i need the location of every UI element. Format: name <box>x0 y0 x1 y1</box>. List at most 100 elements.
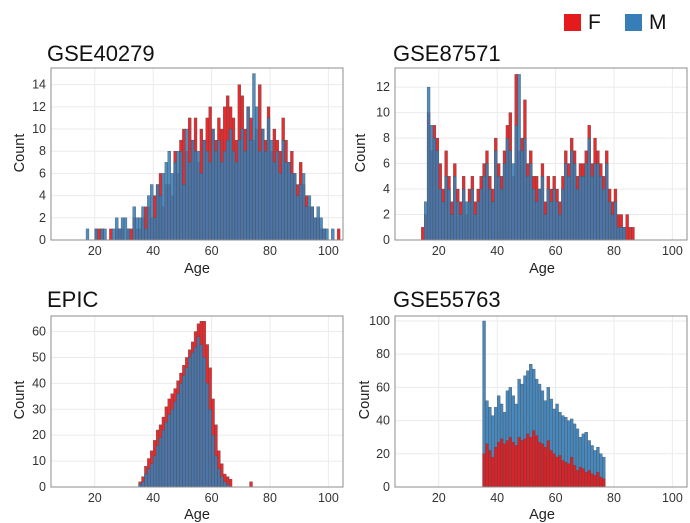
bar-f <box>517 437 521 488</box>
bar-m <box>185 128 189 241</box>
bar-m <box>263 151 268 241</box>
bar-f <box>572 465 577 488</box>
x-tick-label: 80 <box>607 244 621 258</box>
bar-m <box>214 151 218 241</box>
bar-m <box>299 184 303 241</box>
bar-f <box>628 227 632 241</box>
bar-m <box>217 468 221 488</box>
bar-f <box>511 441 515 488</box>
bar-m <box>322 228 326 241</box>
bar-m <box>529 163 533 241</box>
y-tick-label: 0 <box>39 480 46 494</box>
bar-m <box>590 176 594 241</box>
bar-m <box>596 163 600 241</box>
bar-m <box>193 346 198 488</box>
bar-m <box>517 74 521 241</box>
x-tick-label: 40 <box>146 244 160 258</box>
bar-m <box>269 139 274 241</box>
bar-m <box>190 352 195 488</box>
bar-m <box>144 473 148 488</box>
bar-m <box>211 128 215 241</box>
bar-f <box>228 479 233 488</box>
bar-f <box>596 471 600 488</box>
bar-m <box>549 201 553 241</box>
legend-swatch-m <box>625 14 642 31</box>
y-tick-label: 60 <box>376 380 390 394</box>
bar-m <box>237 139 241 241</box>
bar-m <box>85 228 90 241</box>
bar-m <box>479 188 483 241</box>
bar-m <box>199 344 204 488</box>
y-tick-label: 40 <box>32 376 46 390</box>
bar-m <box>231 151 236 241</box>
bar-m <box>488 188 492 241</box>
bar-m <box>301 173 306 241</box>
bar-m <box>208 162 212 241</box>
bar-m <box>182 375 186 488</box>
bar-m <box>193 151 198 241</box>
y-tick-label: 4 <box>39 189 46 203</box>
panel-title: EPIC <box>47 287 98 312</box>
x-tick-label: 60 <box>549 244 563 258</box>
bar-f <box>599 476 603 488</box>
bar-m <box>555 201 559 241</box>
bar-f <box>570 456 574 488</box>
bar-f <box>587 470 591 488</box>
bar-f <box>526 433 530 488</box>
bar-m <box>117 228 122 241</box>
legend-label-f: F <box>588 11 601 34</box>
bar-f <box>421 227 425 241</box>
bar-m <box>196 151 201 241</box>
y-tick-label: 20 <box>32 428 46 442</box>
bar-m <box>278 173 282 241</box>
bar-m <box>505 137 510 241</box>
y-tick-label: 100 <box>369 314 390 328</box>
y-tick-label: 2 <box>383 208 390 222</box>
bar-m <box>275 151 279 241</box>
bar-f <box>482 453 486 488</box>
x-tick-label: 20 <box>432 491 446 505</box>
bar-f <box>508 437 512 488</box>
y-tick-label: 50 <box>32 350 46 364</box>
y-tick-label: 14 <box>32 78 46 92</box>
bar-m <box>567 176 571 241</box>
bar-m <box>435 150 439 241</box>
x-tick-label: 100 <box>662 244 683 258</box>
bar-f <box>555 456 559 488</box>
bar-m <box>450 214 454 241</box>
bar-f <box>590 473 594 488</box>
y-tick-label: 0 <box>39 233 46 247</box>
bar-m <box>610 214 615 241</box>
plot-border <box>394 315 688 488</box>
panel-gse87571: GSE87571 Age Count 20 40 60 80 100 0 2 4 6 8 10 12 <box>353 41 688 277</box>
bar-f <box>564 461 568 488</box>
plot-border <box>50 67 344 241</box>
bar-m <box>607 201 612 241</box>
bar-m <box>552 188 556 241</box>
bar-m <box>570 150 574 241</box>
x-tick-label: 60 <box>549 491 563 505</box>
bar-m <box>135 217 139 241</box>
bar-m <box>188 357 192 488</box>
bar-m <box>150 463 154 488</box>
bar-m <box>429 125 434 241</box>
bar-m <box>572 163 577 241</box>
bar-m <box>499 188 504 241</box>
bar-f <box>540 443 545 488</box>
plot-border <box>50 315 344 488</box>
bar-m <box>464 201 469 241</box>
bar-m <box>622 227 626 241</box>
bar-m <box>599 176 603 241</box>
bar-m <box>502 163 507 241</box>
bar-m <box>141 206 145 241</box>
bar-m <box>523 137 527 241</box>
bar-m <box>616 227 621 241</box>
plot-area: 20 40 60 80 100 0 2 4 6 8 10 12 14 <box>32 67 344 258</box>
bar-m <box>240 128 244 241</box>
bar-f <box>534 435 539 488</box>
bar-m <box>228 128 233 241</box>
bar-m <box>540 176 545 241</box>
bar-f <box>97 228 101 241</box>
bar-m <box>310 206 314 241</box>
bar-f <box>505 440 510 488</box>
